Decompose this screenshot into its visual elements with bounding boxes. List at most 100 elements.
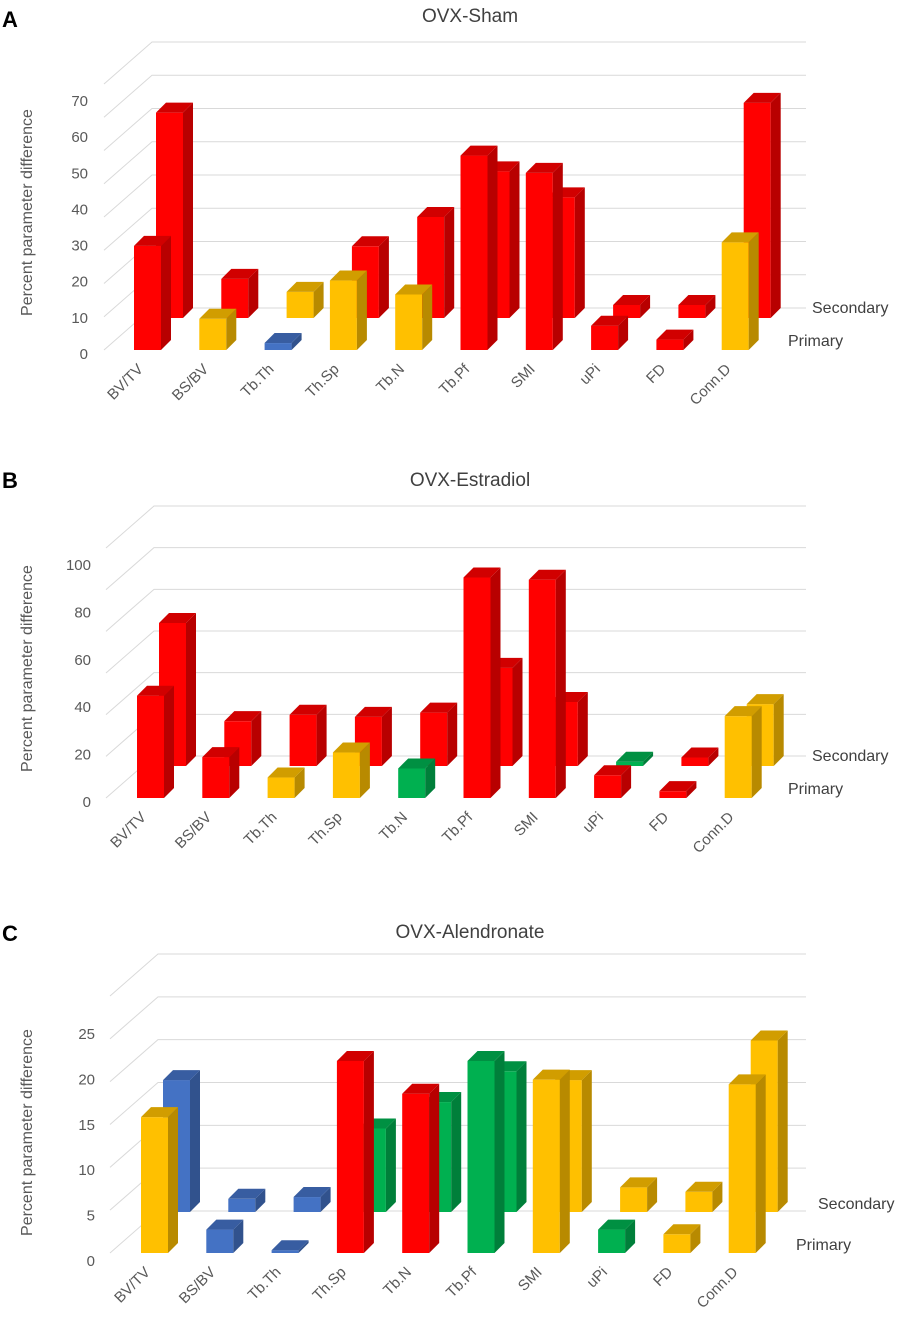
gridline — [103, 174, 806, 218]
x-tick-label: Conn.D — [690, 809, 738, 857]
bar-primary — [398, 758, 436, 798]
bar-primary — [460, 145, 498, 350]
series-label-secondary: Secondary — [818, 1196, 895, 1213]
y-axis-label: Percent parameter difference — [19, 109, 36, 316]
chart-panel-a: A OVX-Sham 0 10 20 30 40 50 60 70 Percent paramete… — [2, 6, 889, 409]
x-tick-label: SMI — [515, 1264, 546, 1295]
bar-primary — [598, 1219, 636, 1253]
x-tick-label: Conn.D — [694, 1264, 742, 1312]
y-tick-label: 30 — [71, 238, 88, 255]
y-tick-label: 20 — [78, 1071, 95, 1088]
bar-primary — [525, 162, 563, 350]
y-tick-label: 0 — [83, 794, 91, 811]
y-tick-label: 25 — [78, 1026, 95, 1043]
bar-secondary — [228, 1188, 266, 1212]
y-tick-label: 10 — [71, 310, 88, 327]
x-tick-label: Tb.Pf — [443, 1263, 481, 1301]
x-tick-label: Th.Sp — [305, 809, 345, 849]
x-tick-label: BV/TV — [111, 1264, 154, 1307]
x-tick-label: FD — [650, 1264, 676, 1290]
bar-primary — [591, 315, 629, 350]
gridline — [103, 141, 806, 185]
y-tick-label: 40 — [71, 201, 88, 218]
bar-secondary — [685, 1181, 723, 1212]
x-tick-label: Tb.Th — [238, 361, 278, 401]
bar-primary — [721, 232, 759, 350]
x-tick-label: BV/TV — [107, 809, 150, 852]
x-tick-label: Tb.Pf — [436, 360, 474, 398]
series-label-primary: Primary — [788, 781, 843, 798]
y-tick-label: 40 — [74, 699, 91, 716]
x-tick-label: uPi — [577, 361, 604, 388]
bar-primary — [724, 706, 762, 798]
x-tick-label: FD — [643, 361, 669, 387]
bar-primary — [332, 742, 370, 798]
chart-title: OVX-Alendronate — [396, 922, 545, 943]
bar-secondary — [286, 281, 324, 318]
y-tick-label: 10 — [78, 1162, 95, 1179]
panel-letter: C — [2, 921, 18, 946]
y-axis-label: Percent parameter difference — [19, 1029, 36, 1236]
x-tick-label: Th.Sp — [302, 361, 342, 401]
bar-secondary — [678, 294, 716, 318]
y-tick-label: 80 — [74, 604, 91, 621]
gridline — [109, 953, 806, 997]
bar-primary — [528, 569, 566, 798]
bar-primary — [463, 567, 501, 798]
bar-primary — [271, 1240, 309, 1253]
gridline — [109, 996, 806, 1040]
y-tick-label: 70 — [71, 93, 88, 110]
x-tick-label: Conn.D — [687, 361, 735, 409]
bar-secondary — [420, 702, 458, 766]
bar-primary — [267, 767, 305, 798]
x-tick-label: BS/BV — [169, 361, 212, 404]
bar-primary — [199, 308, 237, 350]
gridline — [105, 672, 806, 716]
y-tick-label: 20 — [74, 747, 91, 764]
x-tick-label: Tb.N — [376, 809, 411, 844]
bar-primary — [264, 333, 302, 350]
x-tick-label: Tb.Th — [241, 809, 281, 849]
series-label-secondary: Secondary — [812, 300, 889, 317]
bar-primary — [137, 685, 174, 798]
gridline — [103, 41, 806, 85]
gridline — [109, 1039, 806, 1083]
bar-secondary — [620, 1177, 658, 1212]
panel-letter: A — [2, 7, 18, 32]
bar-primary — [206, 1219, 244, 1253]
x-tick-label: BS/BV — [176, 1264, 219, 1307]
chart-panel-c: C OVX-Alendronate 0 5 10 15 20 25 Percent parame… — [2, 921, 895, 1312]
x-tick-label: Tb.N — [373, 361, 408, 396]
series-label-secondary: Secondary — [812, 748, 889, 765]
bar-secondary — [293, 1187, 331, 1212]
bar-secondary — [750, 1030, 788, 1212]
chart-title: OVX-Sham — [422, 6, 518, 27]
gridline — [103, 74, 806, 118]
chart-title: OVX-Estradiol — [410, 470, 530, 491]
bar-primary — [659, 781, 697, 798]
x-tick-label: SMI — [511, 809, 542, 840]
panel-letter: B — [2, 468, 18, 493]
bar-primary — [656, 329, 694, 350]
bar-primary — [594, 765, 632, 798]
y-axis-label: Percent parameter difference — [19, 565, 36, 772]
bar-secondary — [613, 294, 651, 318]
bar-primary — [663, 1224, 701, 1253]
gridline — [103, 108, 806, 151]
y-tick-label: 60 — [74, 652, 91, 669]
y-tick-label: 0 — [80, 346, 88, 363]
bar-primary — [467, 1050, 505, 1253]
bar-secondary — [289, 704, 327, 766]
x-tick-label: Th.Sp — [309, 1264, 349, 1304]
bar-primary — [402, 1083, 440, 1253]
gridline — [103, 241, 806, 284]
bar-primary — [202, 747, 240, 798]
gridline — [105, 547, 806, 591]
x-tick-label: SMI — [508, 361, 539, 392]
bar-primary — [532, 1069, 570, 1253]
gridline — [103, 207, 806, 251]
y-tick-label: 60 — [71, 129, 88, 146]
series-label-primary: Primary — [788, 333, 843, 350]
x-tick-label: Tb.Pf — [439, 808, 477, 846]
